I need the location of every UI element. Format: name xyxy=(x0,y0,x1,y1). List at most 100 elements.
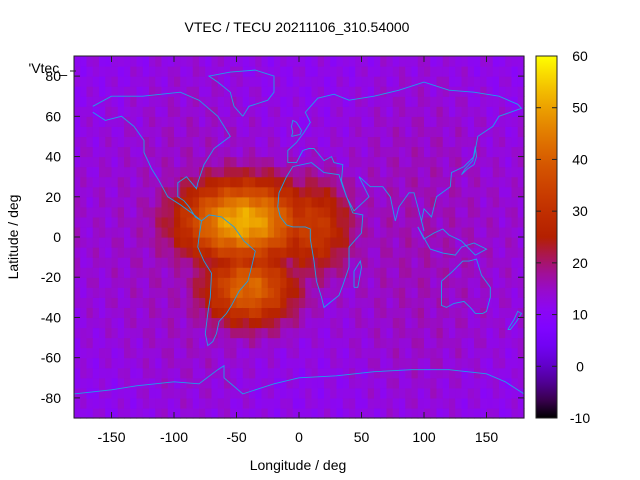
heatmap-cell xyxy=(367,176,375,188)
heatmap-cell xyxy=(217,307,225,319)
heatmap-cell xyxy=(430,156,438,168)
heatmap-cell xyxy=(86,347,94,359)
heatmap-cell xyxy=(492,297,500,308)
heatmap-cell xyxy=(155,297,163,308)
heatmap-cell xyxy=(449,357,456,369)
heatmap-cell xyxy=(511,136,519,148)
heatmap-cell xyxy=(167,176,175,188)
heatmap-cell xyxy=(392,357,400,369)
heatmap-cell xyxy=(511,166,519,178)
heatmap-cell xyxy=(167,327,175,339)
heatmap-cell xyxy=(336,56,344,67)
heatmap-cell xyxy=(380,86,388,97)
heatmap-cell xyxy=(299,337,306,349)
heatmap-cell xyxy=(499,387,506,399)
heatmap-cell xyxy=(424,307,431,319)
heatmap-cell xyxy=(80,247,88,258)
heatmap-cell xyxy=(336,116,344,127)
heatmap-cell xyxy=(324,397,331,409)
heatmap-cell xyxy=(330,206,338,218)
heatmap-cell xyxy=(486,176,494,188)
heatmap-cell xyxy=(199,287,206,298)
heatmap-cell xyxy=(174,297,181,308)
heatmap-cell xyxy=(267,387,275,399)
heatmap-cell xyxy=(417,206,425,218)
heatmap-cell xyxy=(299,186,306,198)
heatmap-cell xyxy=(324,56,331,67)
heatmap-cell xyxy=(286,226,294,238)
heatmap-cell xyxy=(149,166,156,178)
heatmap-cell xyxy=(330,327,338,339)
heatmap-cell xyxy=(242,247,250,258)
heatmap-cell xyxy=(286,106,294,117)
heatmap-cell xyxy=(286,397,294,409)
heatmap-cell xyxy=(299,277,306,288)
heatmap-cell xyxy=(286,156,294,168)
y-tick-label: -80 xyxy=(41,390,61,406)
heatmap-cell xyxy=(386,166,394,178)
heatmap-cell xyxy=(461,357,469,369)
heatmap-cell xyxy=(367,186,375,198)
heatmap-cell xyxy=(99,327,106,339)
heatmap-cell xyxy=(405,66,413,77)
heatmap-cell xyxy=(474,347,481,359)
heatmap-cell xyxy=(467,247,475,258)
heatmap-cell xyxy=(461,407,469,419)
heatmap-cell xyxy=(242,307,250,319)
heatmap-cell xyxy=(349,116,356,127)
heatmap-cell xyxy=(436,126,444,138)
heatmap-cell xyxy=(99,407,106,419)
heatmap-cell xyxy=(224,226,231,238)
heatmap-cell xyxy=(236,176,244,188)
heatmap-cell xyxy=(192,287,200,298)
heatmap-cell xyxy=(80,196,88,208)
heatmap-cell xyxy=(86,287,94,298)
heatmap-cell xyxy=(511,267,519,278)
heatmap-cell xyxy=(467,76,475,87)
heatmap-cell xyxy=(442,216,450,228)
heatmap-cell xyxy=(436,96,444,107)
heatmap-cell xyxy=(242,297,250,308)
heatmap-cell xyxy=(155,106,163,117)
heatmap-cell xyxy=(367,196,375,208)
heatmap-cell xyxy=(111,327,119,339)
heatmap-cell xyxy=(161,267,169,278)
heatmap-cell xyxy=(155,156,163,168)
heatmap-cell xyxy=(149,327,156,339)
heatmap-cell xyxy=(224,66,231,77)
heatmap-cell xyxy=(442,136,450,148)
heatmap-cell xyxy=(186,226,194,238)
heatmap-cell xyxy=(305,116,313,127)
heatmap-cell xyxy=(455,66,463,77)
heatmap-cell xyxy=(474,186,481,198)
heatmap-cell xyxy=(430,347,438,359)
heatmap-cell xyxy=(311,156,319,168)
heatmap-cell xyxy=(99,186,106,198)
heatmap-cell xyxy=(380,156,388,168)
heatmap-cell xyxy=(292,196,300,208)
heatmap-cell xyxy=(361,196,369,208)
heatmap-cell xyxy=(74,96,81,107)
heatmap-cell xyxy=(480,247,488,258)
heatmap-cell xyxy=(92,387,100,399)
heatmap-cell xyxy=(105,357,113,369)
heatmap-cell xyxy=(180,387,188,399)
heatmap-cell xyxy=(399,297,406,308)
heatmap-cell xyxy=(430,186,438,198)
heatmap-cell xyxy=(117,247,125,258)
heatmap-cell xyxy=(511,76,519,87)
heatmap-cell xyxy=(211,226,219,238)
heatmap-cell xyxy=(474,377,481,389)
heatmap-cell xyxy=(311,267,319,278)
heatmap-cell xyxy=(255,327,263,339)
heatmap-cell xyxy=(342,86,350,97)
heatmap-cell xyxy=(236,237,244,248)
heatmap-cell xyxy=(211,407,219,419)
heatmap-cell xyxy=(92,407,100,419)
heatmap-cell xyxy=(86,136,94,148)
heatmap-cell xyxy=(374,257,381,268)
heatmap-cell xyxy=(80,397,88,409)
uk-coast xyxy=(291,119,302,137)
heatmap-cell xyxy=(424,186,431,198)
heatmap-cell xyxy=(117,56,125,67)
